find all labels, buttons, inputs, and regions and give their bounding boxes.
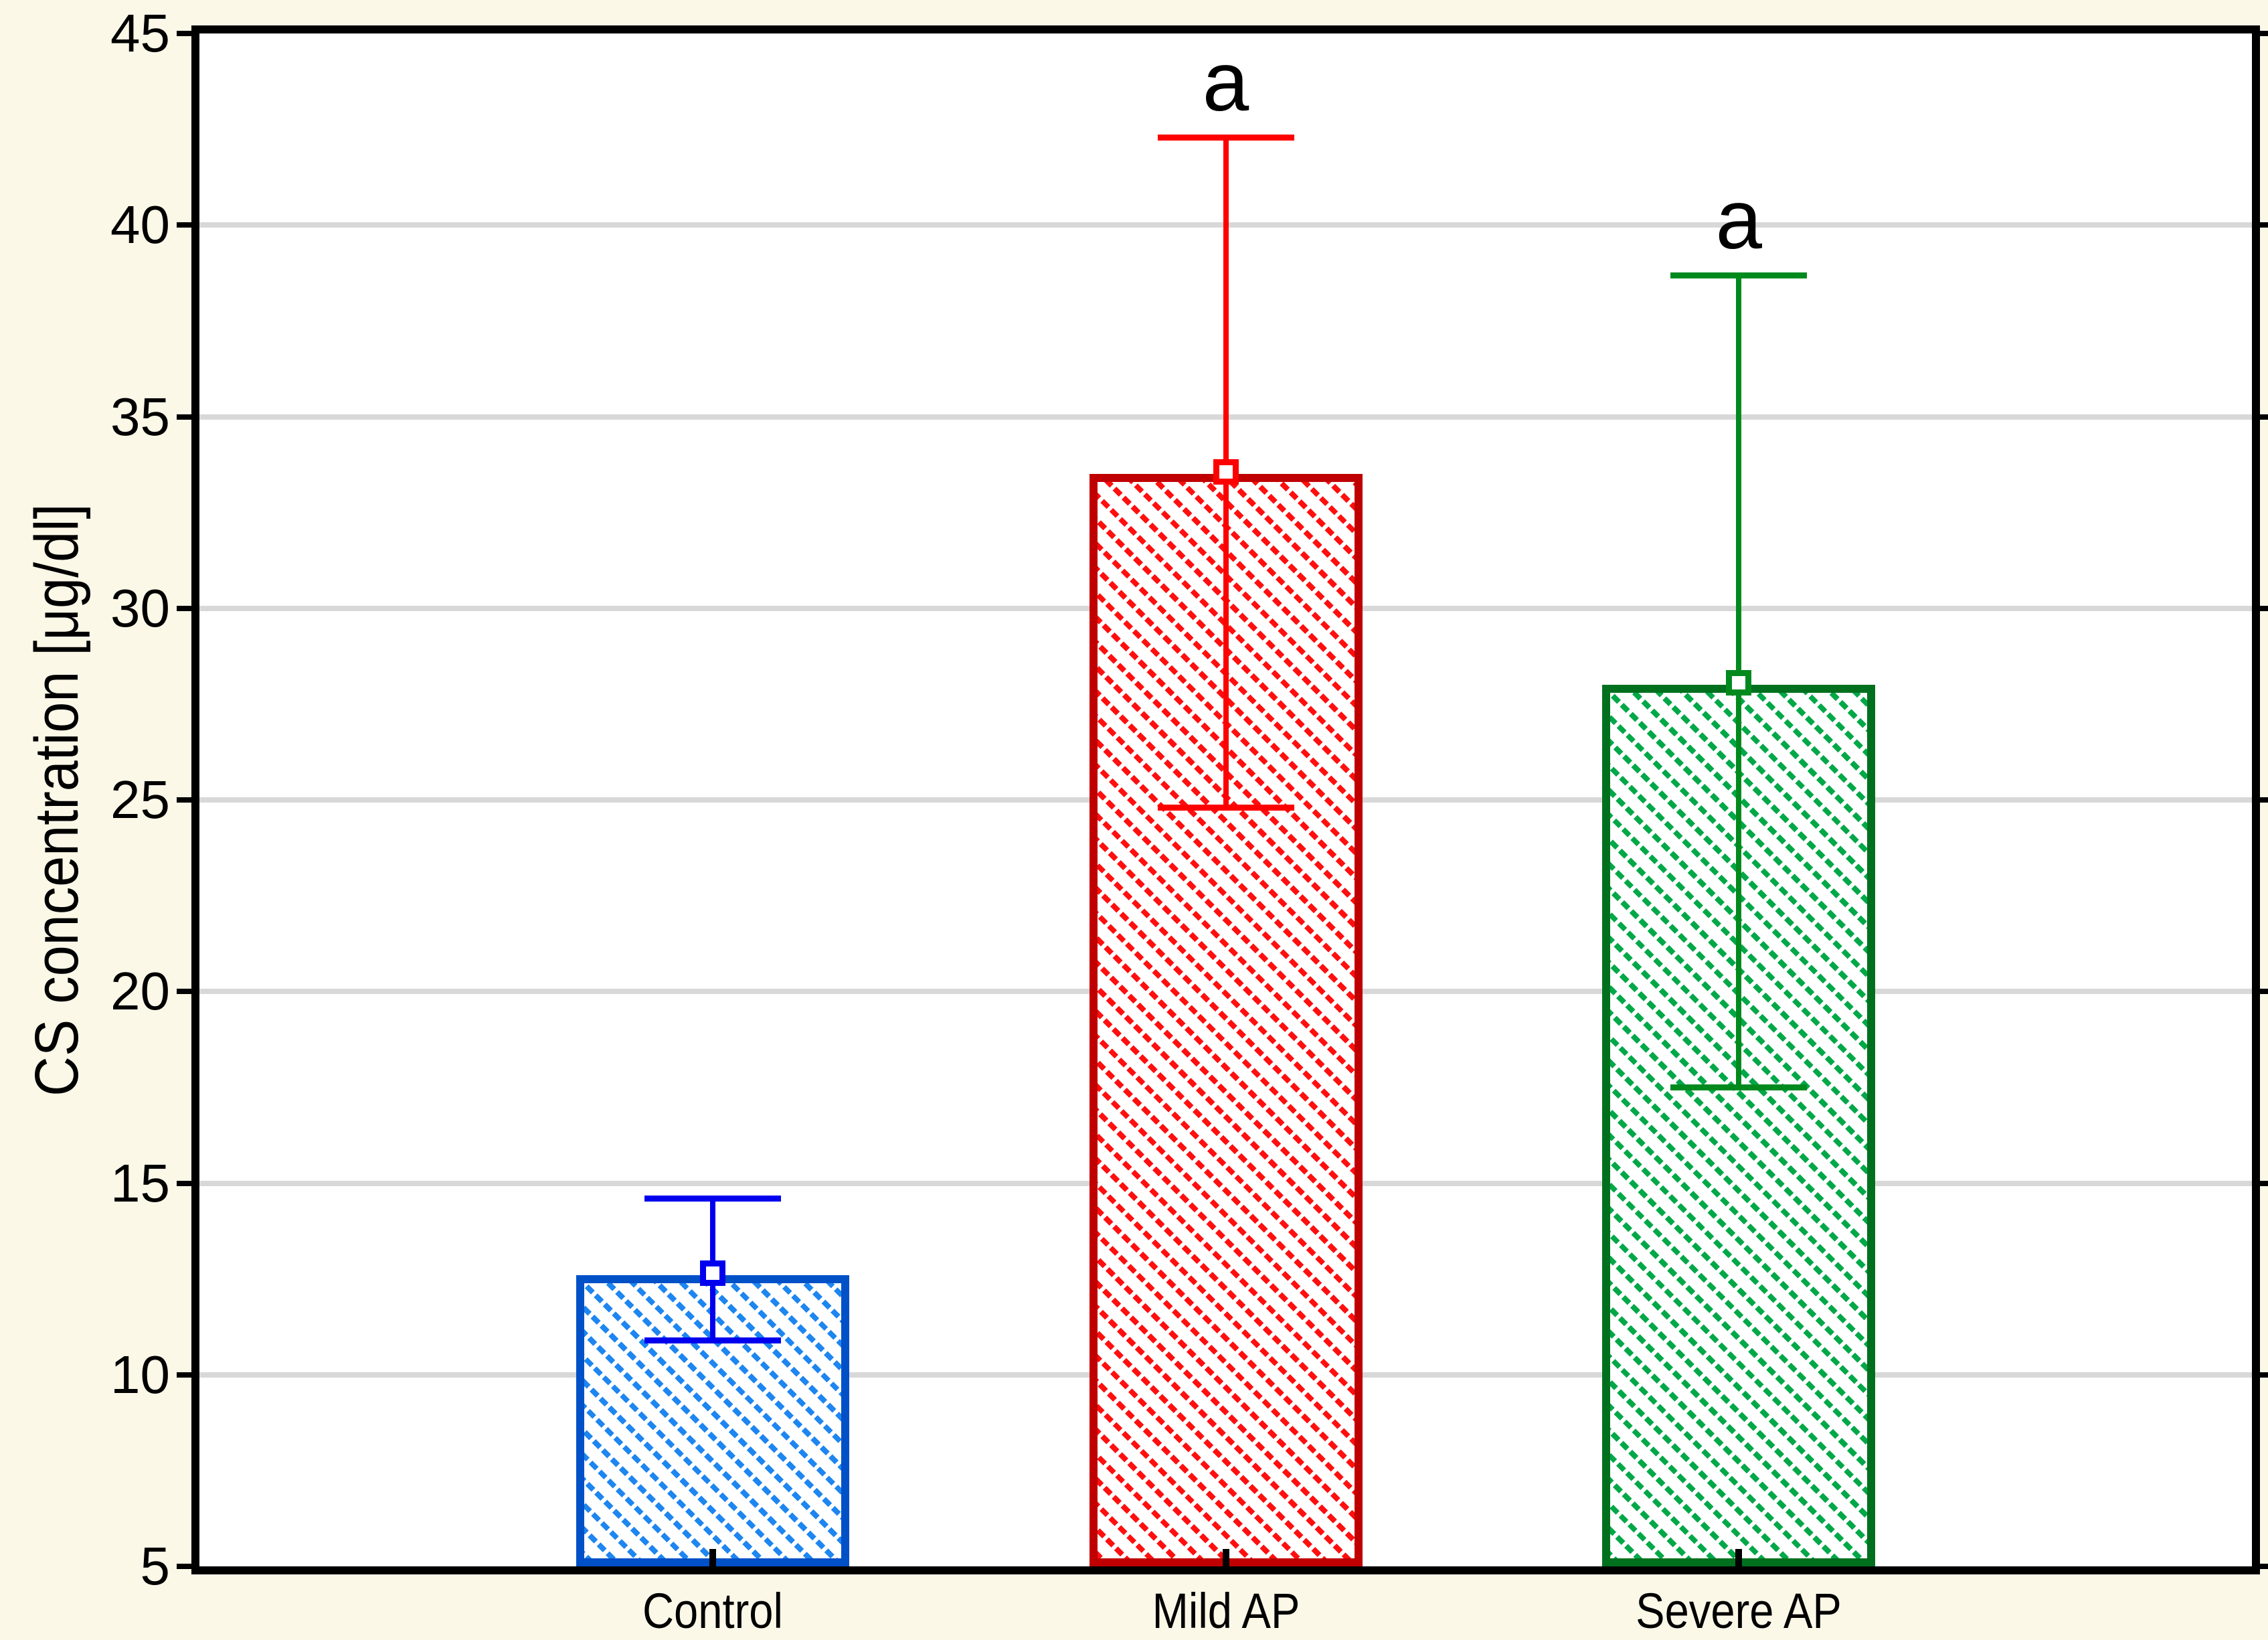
- y-tick-label: 20: [110, 961, 170, 1021]
- y-tick-label: 35: [110, 386, 170, 446]
- y-axis-title-text: CS concentration [μg/dl]: [23, 503, 91, 1096]
- error-bar-cap-bottom-control: [644, 1337, 781, 1344]
- x-category-label-control: Control: [642, 1583, 783, 1639]
- significance-label-severe-ap: a: [1715, 173, 1763, 266]
- y-tick-mark-left: [177, 414, 191, 420]
- y-tick-label: 40: [110, 195, 170, 255]
- y-tick-mark-right: [2260, 797, 2268, 803]
- y-tick-mark-left: [177, 222, 191, 228]
- y-tick-label: 5: [140, 1536, 171, 1596]
- y-tick-mark-right: [2260, 989, 2268, 995]
- error-bar-cap-bottom-severe-ap: [1670, 1084, 1808, 1091]
- y-tick-mark-right: [2260, 605, 2268, 611]
- category-tick-mark-severe-ap: [1735, 1549, 1743, 1566]
- y-tick-mark-right: [2260, 414, 2268, 420]
- y-tick-mark-left: [177, 797, 191, 803]
- y-tick-label: 45: [110, 3, 170, 63]
- y-tick-mark-right: [2260, 1564, 2268, 1569]
- y-tick-mark-left: [177, 1564, 191, 1569]
- significance-label-mild-ap: a: [1202, 35, 1249, 129]
- y-tick-label: 10: [110, 1344, 170, 1404]
- x-category-label-mild-ap: Mild AP: [1152, 1583, 1300, 1639]
- mean-marker-mild-ap: [1213, 459, 1239, 485]
- error-bar-cap-top-severe-ap: [1670, 272, 1808, 278]
- category-tick-mark-control: [709, 1549, 716, 1566]
- category-tick-mark-mild-ap: [1222, 1549, 1229, 1566]
- plot-area: [191, 25, 2260, 1574]
- y-tick-mark-left: [177, 31, 191, 36]
- y-tick-label: 25: [110, 770, 170, 829]
- y-axis-title: CS concentration [μg/dl]: [0, 33, 114, 1566]
- error-bar-cap-bottom-mild-ap: [1157, 805, 1294, 811]
- y-tick-mark-right: [2260, 1372, 2268, 1378]
- error-bar-cap-top-control: [644, 1196, 781, 1202]
- y-tick-mark-right: [2260, 31, 2268, 36]
- x-category-label-severe-ap: Severe AP: [1636, 1583, 1842, 1639]
- y-tick-mark-left: [177, 1372, 191, 1378]
- y-tick-mark-left: [177, 989, 191, 995]
- mean-marker-control: [699, 1260, 725, 1286]
- mean-marker-severe-ap: [1726, 670, 1752, 696]
- bar-mild-ap: [1089, 474, 1363, 1566]
- y-tick-mark-left: [177, 605, 191, 611]
- y-tick-label: 15: [110, 1153, 170, 1213]
- y-tick-label: 30: [110, 578, 170, 638]
- y-tick-mark-right: [2260, 1180, 2268, 1186]
- y-tick-mark-left: [177, 1180, 191, 1186]
- y-tick-mark-right: [2260, 222, 2268, 228]
- error-bar-cap-top-mild-ap: [1157, 134, 1294, 141]
- bar-severe-ap: [1602, 685, 1876, 1566]
